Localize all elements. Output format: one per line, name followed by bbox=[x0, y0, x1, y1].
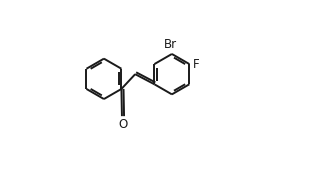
Text: Br: Br bbox=[164, 38, 177, 51]
Text: O: O bbox=[118, 118, 128, 131]
Text: F: F bbox=[193, 58, 199, 71]
